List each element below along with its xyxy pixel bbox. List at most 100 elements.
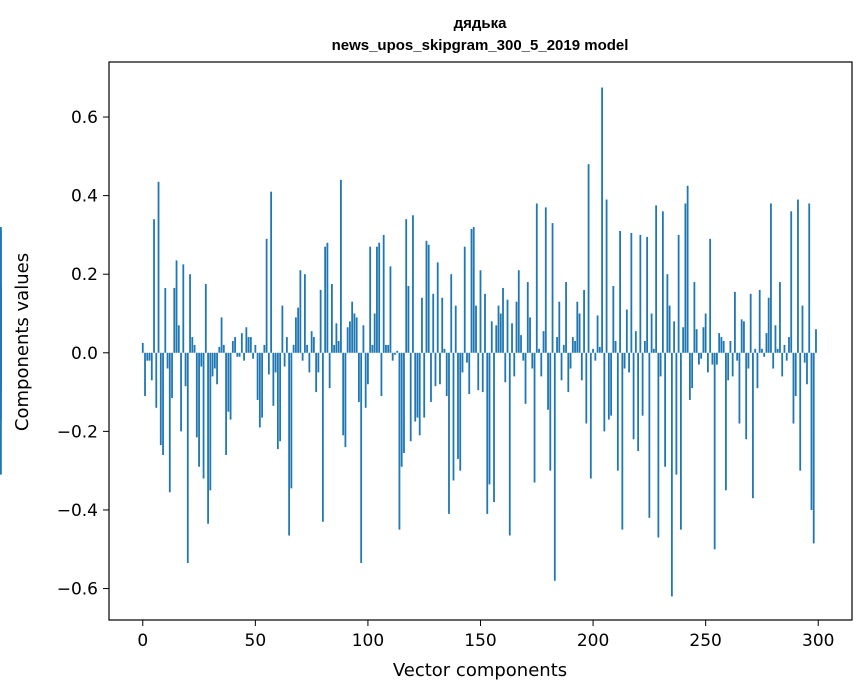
bar (589, 352, 592, 479)
bar (576, 301, 579, 353)
bar (389, 266, 392, 353)
bar (740, 319, 743, 353)
bar (520, 335, 522, 353)
bar (508, 352, 511, 536)
bar (781, 352, 784, 377)
x-tick-label: 150 (464, 631, 496, 651)
bar (182, 264, 185, 353)
bar (774, 325, 777, 353)
bar (364, 352, 367, 408)
bar (346, 327, 349, 353)
bar (252, 352, 254, 359)
bar (376, 246, 378, 353)
bar (234, 337, 236, 353)
bar (360, 352, 363, 564)
bar (173, 287, 176, 353)
bar (610, 352, 612, 416)
x-tick-label: 200 (577, 631, 609, 651)
bar (162, 352, 164, 455)
bar (276, 352, 279, 450)
y-tick-label: 0.2 (71, 265, 98, 285)
bar (551, 223, 554, 353)
bar (292, 344, 295, 353)
bar (574, 341, 576, 353)
x-tick-label: 0 (137, 631, 148, 651)
bar (666, 274, 669, 353)
y-tick-label: 0.0 (71, 344, 98, 364)
bar (254, 344, 257, 353)
bar (349, 321, 351, 353)
bar (659, 352, 662, 377)
bar (556, 337, 558, 353)
bar (799, 352, 802, 471)
bar (655, 205, 658, 353)
bar (153, 219, 155, 353)
bar (380, 352, 383, 397)
bar (281, 305, 284, 353)
bar (331, 284, 333, 353)
bar (650, 313, 653, 353)
bar (720, 337, 723, 353)
bar (788, 337, 790, 353)
bar (734, 291, 736, 353)
bar (535, 203, 538, 353)
bar (229, 352, 232, 420)
bar (283, 352, 286, 367)
y-tick-label: 0.6 (71, 108, 98, 128)
bar (506, 299, 509, 353)
bar (321, 352, 324, 522)
bar (756, 352, 759, 389)
bar (0, 227, 2, 353)
y-axis-ticks: −0.6 −0.4 −0.2 0.0 0.2 0.4 0.6 (57, 108, 109, 600)
bar (754, 348, 757, 353)
bar (267, 352, 270, 375)
bar (159, 352, 162, 446)
bar (625, 309, 628, 353)
bar (704, 313, 707, 353)
bar (441, 297, 444, 353)
bar (270, 191, 273, 353)
bar (592, 348, 594, 353)
bar (387, 344, 390, 353)
bar (679, 352, 682, 530)
bar (770, 203, 772, 353)
bar (765, 333, 768, 353)
bar (164, 287, 167, 353)
bar (144, 352, 146, 397)
bar (713, 352, 716, 550)
bar (213, 352, 216, 369)
bar (249, 337, 252, 353)
bar (490, 321, 493, 353)
bar (547, 352, 549, 410)
bar (488, 352, 491, 485)
bar (707, 352, 709, 373)
bar (373, 313, 376, 353)
bar (475, 305, 477, 353)
bar (421, 297, 423, 353)
bar (502, 287, 504, 353)
bar (767, 297, 770, 353)
bar (605, 199, 608, 353)
bar (709, 238, 712, 353)
bar (461, 352, 464, 373)
bar (294, 317, 297, 353)
bar (499, 313, 502, 353)
bar (657, 352, 660, 538)
bar (231, 341, 234, 353)
bar (220, 317, 223, 353)
bar (513, 352, 516, 377)
bar (434, 352, 437, 387)
bar (612, 285, 615, 353)
bar (382, 234, 385, 353)
bar (324, 246, 327, 353)
bar (540, 352, 543, 377)
bar (470, 229, 473, 353)
bar (481, 352, 484, 393)
x-axis-label: Vector components (393, 660, 567, 681)
bar (493, 352, 495, 503)
bar (398, 352, 401, 530)
bar (738, 352, 741, 424)
bar (779, 282, 781, 353)
bar (533, 352, 536, 483)
